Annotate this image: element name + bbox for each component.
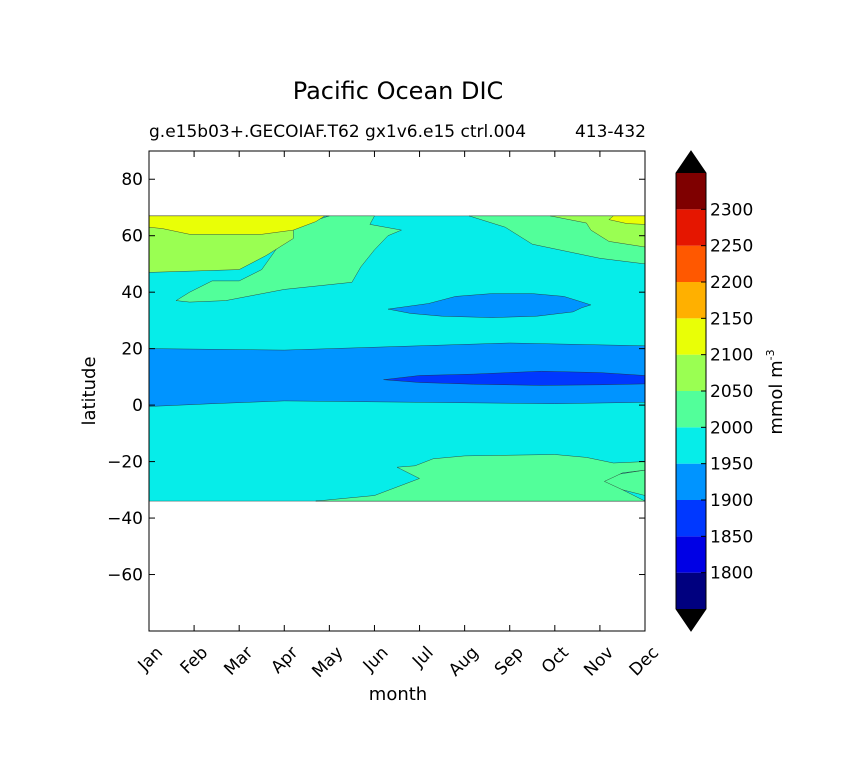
colorbar-tick-label: 2000: [710, 418, 753, 438]
colorbar-tick-label: 1850: [710, 527, 753, 547]
x-tick-label: Oct: [538, 643, 573, 678]
colorbar-band: [676, 391, 706, 428]
colorbar-band: [676, 536, 706, 573]
x-tick-label: Mar: [220, 643, 257, 680]
colorbar-band: [676, 354, 706, 391]
chart-suptitle: Pacific Ocean DIC: [293, 77, 504, 105]
chart-subtitle-years: 413-432: [575, 122, 646, 142]
colorbar-band: [676, 318, 706, 355]
x-tick-label: Jul: [408, 643, 437, 672]
colorbar-band: [676, 209, 706, 246]
colorbar-band: [676, 245, 706, 282]
colorbar-band: [676, 282, 706, 319]
colorbar-outline: [675, 150, 707, 632]
colorbar-label: mmol m-3: [764, 349, 787, 434]
plot-area: Jan Feb Mar Apr May Jun Jul Aug Sep Oct Nov Dec 80 6…: [107, 150, 663, 682]
contour-region-9: [383, 371, 645, 386]
y-axis-label: latitude: [79, 356, 100, 425]
colorbar-tick-label: 2150: [710, 309, 753, 329]
contour-region-7: [149, 342, 645, 407]
colorbar-tick-label: 2100: [710, 346, 753, 366]
colorbar-band: [676, 463, 706, 500]
colorbar-band: [676, 427, 706, 464]
colorbar-label-exponent: -3: [764, 349, 777, 360]
contour-region-5: [149, 215, 326, 235]
y-tick-label: −60: [107, 566, 143, 586]
y-tick-label: 40: [121, 283, 143, 303]
x-tick-label: Feb: [177, 643, 212, 678]
plot-frame: [148, 150, 646, 632]
colorbar-label-unit: mmol m: [766, 360, 787, 434]
x-tick-label: May: [308, 643, 347, 682]
colorbar-extend-under: [676, 609, 706, 631]
x-axis-label: month: [369, 684, 427, 705]
y-tick-label: 0: [132, 396, 143, 416]
x-tick-label: Sep: [491, 643, 528, 680]
colorbar-extend-over: [676, 151, 706, 173]
colorbar-tick-label: 1950: [710, 455, 753, 475]
colorbar-ticks: 1800 1850 1900 1950 2000 2050 2100 2150 2200 2250…: [701, 200, 753, 584]
colorbar-tick-label: 1800: [710, 564, 753, 584]
colorbar-band: [676, 500, 706, 537]
contour-region-4: [550, 215, 645, 248]
colorbar-tick-label: 2050: [710, 382, 753, 402]
y-tick-label: 80: [121, 170, 143, 190]
colorbar-band: [676, 173, 706, 210]
x-tick-label: Jan: [134, 643, 167, 676]
y-tick-label: −20: [107, 453, 143, 473]
y-axis: 80 60 40 20 0 −20 −40 −60: [107, 170, 645, 586]
x-tick-label: Nov: [580, 643, 618, 681]
colorbar-tick-label: 1900: [710, 491, 753, 511]
colorbar-tick-label: 2250: [710, 237, 753, 257]
colorbar: [675, 150, 707, 632]
x-tick-label: Jun: [359, 643, 393, 677]
x-tick-label: Aug: [445, 643, 483, 681]
contour-region-6: [608, 215, 645, 225]
chart-subtitle: g.e15b03+.GECOIAF.T62 gx1v6.e15 ctrl.004: [149, 122, 526, 142]
colorbar-tick-label: 2200: [710, 273, 753, 293]
x-tick-label: Dec: [626, 643, 663, 680]
colorbar-tick-label: 2300: [710, 200, 753, 220]
contour-regions: [149, 215, 645, 502]
contour-region-11: [315, 454, 645, 502]
x-tick-label: Apr: [267, 643, 302, 678]
y-tick-label: 20: [121, 340, 143, 360]
colorbar-band: [676, 572, 706, 609]
y-tick-label: 60: [121, 227, 143, 247]
contour-region-8: [387, 293, 592, 318]
y-tick-label: −40: [107, 509, 143, 529]
